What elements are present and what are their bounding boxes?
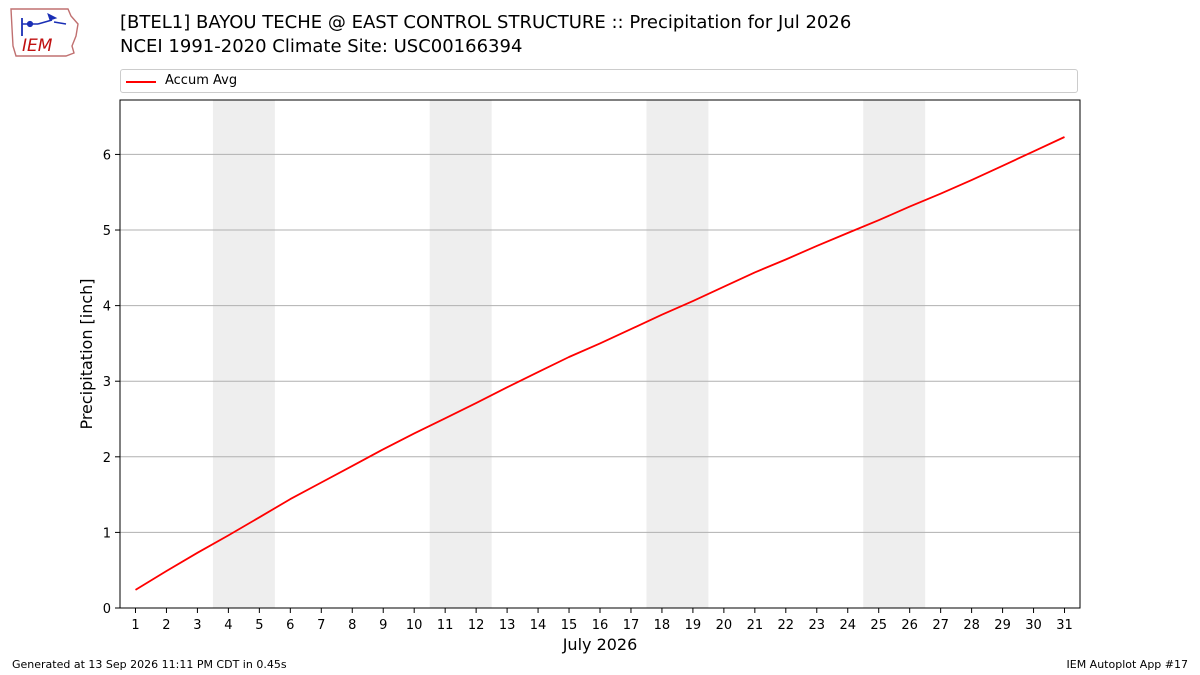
weekend-band-25-26 xyxy=(863,100,926,608)
x-tick-label-2: 2 xyxy=(162,618,170,633)
generated-timestamp: Generated at 13 Sep 2026 11:11 PM CDT in… xyxy=(12,658,287,671)
x-tick-label-5: 5 xyxy=(255,618,263,633)
iowa-state-outline xyxy=(10,8,79,57)
x-tick-label-27: 27 xyxy=(932,618,949,633)
x-tick-label-3: 3 xyxy=(193,618,201,633)
x-tick-label-30: 30 xyxy=(1025,618,1042,633)
x-tick-label-16: 16 xyxy=(592,618,609,633)
x-tick-label-14: 14 xyxy=(530,618,547,633)
x-tick-label-18: 18 xyxy=(654,618,671,633)
series-line-accum-avg xyxy=(135,136,1065,591)
iem-logo: IEM xyxy=(10,8,79,57)
plot-frame xyxy=(119,99,1081,609)
legend-label-accum-avg: Accum Avg xyxy=(165,73,238,88)
x-tick-label-22: 22 xyxy=(778,618,795,633)
logo-text: IEM xyxy=(22,36,53,56)
x-tick-label-19: 19 xyxy=(685,618,702,633)
x-tick-label-26: 26 xyxy=(901,618,918,633)
x-tick-label-1: 1 xyxy=(131,618,139,633)
x-tick-label-29: 29 xyxy=(994,618,1011,633)
weekend-band-4-5 xyxy=(212,100,275,608)
x-tick-label-7: 7 xyxy=(317,618,325,633)
weather-station-icon xyxy=(21,13,67,36)
x-tick-label-31: 31 xyxy=(1056,618,1073,633)
x-tick-label-13: 13 xyxy=(499,618,516,633)
y-tick-label-2: 2 xyxy=(103,451,111,466)
weekend-band-11-12 xyxy=(429,100,492,608)
x-tick-label-12: 12 xyxy=(468,618,485,633)
chart-subtitle: NCEI 1991-2020 Climate Site: USC00166394 xyxy=(120,36,523,57)
legend: Accum Avg xyxy=(120,69,1078,93)
x-tick-label-17: 17 xyxy=(623,618,640,633)
legend-swatch-accum-avg xyxy=(126,81,156,83)
x-tick-label-8: 8 xyxy=(348,618,356,633)
weekend-band-18-19 xyxy=(646,100,709,608)
x-tick-label-24: 24 xyxy=(839,618,856,633)
x-tick-label-6: 6 xyxy=(286,618,294,633)
x-tick-label-15: 15 xyxy=(561,618,578,633)
y-tick-label-0: 0 xyxy=(103,602,111,617)
y-tick-label-3: 3 xyxy=(103,375,111,390)
y-tick-label-4: 4 xyxy=(103,300,111,315)
y-tick-label-5: 5 xyxy=(103,224,111,239)
x-axis-label: July 2026 xyxy=(562,635,638,654)
app-label: IEM Autoplot App #17 xyxy=(1066,658,1189,671)
x-tick-label-28: 28 xyxy=(963,618,980,633)
x-tick-label-20: 20 xyxy=(716,618,733,633)
x-tick-label-11: 11 xyxy=(437,618,454,633)
y-tick-label-6: 6 xyxy=(103,148,111,163)
x-tick-label-23: 23 xyxy=(809,618,826,633)
x-tick-label-10: 10 xyxy=(406,618,423,633)
x-tick-label-25: 25 xyxy=(870,618,887,633)
chart-title: [BTEL1] BAYOU TECHE @ EAST CONTROL STRUC… xyxy=(120,12,852,33)
x-tick-label-4: 4 xyxy=(224,618,232,633)
y-tick-label-1: 1 xyxy=(103,526,111,541)
x-tick-label-21: 21 xyxy=(747,618,764,633)
x-tick-label-9: 9 xyxy=(379,618,387,633)
y-axis-label: Precipitation [inch] xyxy=(77,278,96,429)
